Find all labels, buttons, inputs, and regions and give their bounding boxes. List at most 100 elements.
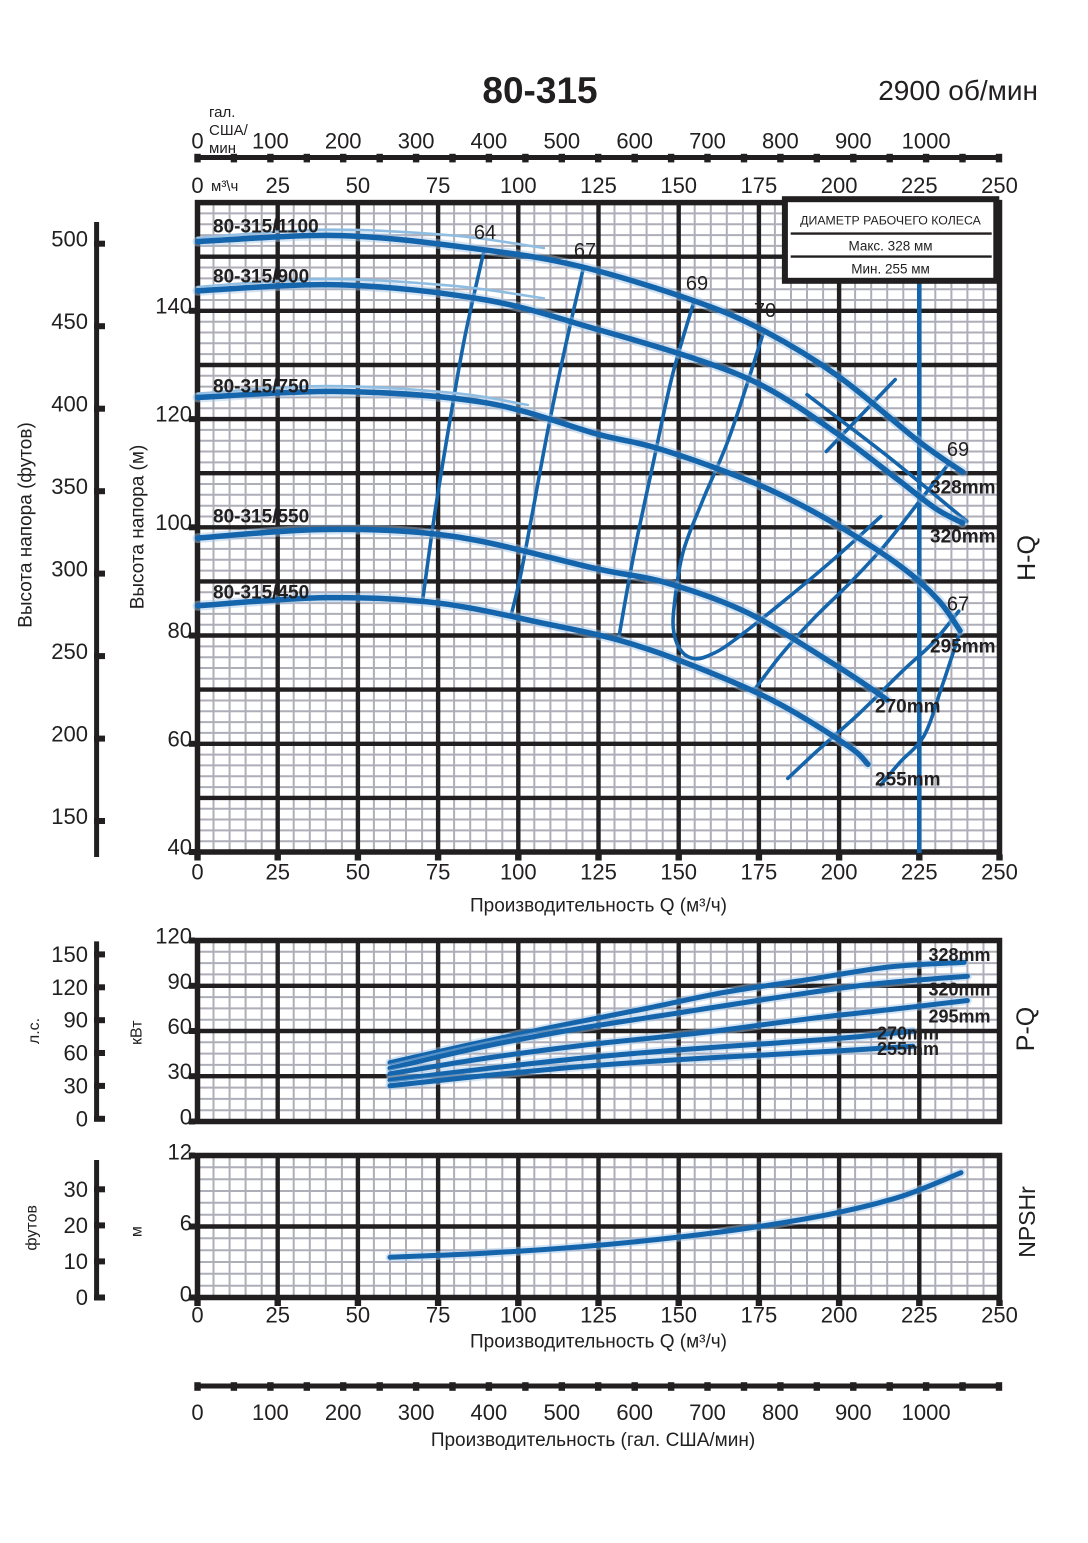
svg-text:1000: 1000	[902, 1400, 951, 1425]
svg-text:80-315/550: 80-315/550	[213, 507, 309, 528]
svg-text:500: 500	[51, 227, 88, 252]
svg-text:500: 500	[543, 1400, 580, 1425]
svg-text:Производительность Q (м³/ч): Производительность Q (м³/ч)	[470, 896, 727, 917]
svg-text:60: 60	[168, 1014, 192, 1039]
svg-text:800: 800	[762, 1400, 799, 1425]
svg-text:225: 225	[901, 1303, 938, 1328]
svg-text:600: 600	[616, 1400, 653, 1425]
svg-text:60: 60	[168, 726, 192, 751]
svg-text:80-315: 80-315	[482, 70, 597, 111]
svg-text:50: 50	[346, 1303, 370, 1328]
svg-text:Производительность (гал. США/м: Производительность (гал. США/мин)	[431, 1430, 755, 1451]
svg-text:0: 0	[191, 1400, 203, 1425]
svg-text:P-Q: P-Q	[1012, 1007, 1040, 1051]
svg-text:0: 0	[180, 1282, 192, 1307]
svg-text:255mm: 255mm	[877, 1039, 939, 1059]
svg-text:80-315/900: 80-315/900	[213, 267, 309, 288]
svg-text:175: 175	[741, 1303, 778, 1328]
svg-text:600: 600	[616, 129, 653, 154]
svg-text:12: 12	[168, 1140, 192, 1165]
svg-text:450: 450	[51, 309, 88, 334]
svg-text:120: 120	[155, 402, 192, 427]
svg-text:140: 140	[155, 293, 192, 318]
svg-text:200: 200	[325, 1400, 362, 1425]
svg-text:800: 800	[762, 129, 799, 154]
svg-text:Высота напора (м): Высота напора (м)	[127, 445, 148, 610]
svg-text:225: 225	[901, 173, 938, 198]
svg-text:400: 400	[471, 129, 508, 154]
svg-text:мин: мин	[209, 140, 236, 157]
svg-text:70: 70	[754, 300, 776, 322]
svg-text:кВт: кВт	[129, 1020, 146, 1045]
svg-text:250: 250	[981, 1303, 1018, 1328]
svg-text:328mm: 328mm	[929, 945, 991, 965]
svg-text:л.с.: л.с.	[26, 1018, 43, 1044]
svg-text:250: 250	[51, 639, 88, 664]
svg-text:125: 125	[580, 859, 617, 884]
svg-text:320mm: 320mm	[929, 980, 991, 1000]
svg-text:100: 100	[155, 510, 192, 535]
svg-text:Макс. 328 мм: Макс. 328 мм	[848, 238, 932, 253]
svg-text:6: 6	[180, 1211, 192, 1236]
svg-text:125: 125	[580, 173, 617, 198]
svg-text:125: 125	[580, 1303, 617, 1328]
svg-text:150: 150	[660, 859, 697, 884]
svg-text:м: м	[129, 1226, 146, 1237]
svg-text:250: 250	[981, 173, 1018, 198]
svg-text:200: 200	[325, 129, 362, 154]
svg-text:90: 90	[64, 1008, 88, 1033]
svg-text:295mm: 295mm	[929, 1007, 991, 1027]
svg-text:64: 64	[474, 222, 496, 244]
svg-text:ДИАМЕТР РАБОЧЕГО КОЛЕСА: ДИАМЕТР РАБОЧЕГО КОЛЕСА	[800, 213, 981, 227]
svg-text:50: 50	[346, 859, 370, 884]
svg-text:25: 25	[265, 173, 289, 198]
svg-text:Мин. 255 мм: Мин. 255 мм	[851, 261, 930, 276]
svg-text:NPSHr: NPSHr	[1014, 1186, 1040, 1258]
svg-text:2900 об/мин: 2900 об/мин	[878, 75, 1038, 106]
svg-text:328mm: 328mm	[930, 478, 996, 499]
svg-text:0: 0	[76, 1285, 88, 1310]
svg-text:60: 60	[64, 1041, 88, 1066]
svg-text:120: 120	[155, 924, 192, 949]
svg-text:футов: футов	[24, 1205, 41, 1251]
svg-text:150: 150	[660, 1303, 697, 1328]
svg-text:320mm: 320mm	[930, 527, 996, 548]
svg-text:150: 150	[51, 804, 88, 829]
svg-text:H-Q: H-Q	[1013, 535, 1041, 581]
svg-text:100: 100	[500, 859, 537, 884]
svg-text:гал.: гал.	[209, 104, 235, 121]
svg-text:80-315/450: 80-315/450	[213, 583, 309, 604]
svg-text:250: 250	[981, 859, 1018, 884]
svg-text:30: 30	[64, 1073, 88, 1098]
svg-text:80-315/1100: 80-315/1100	[213, 217, 319, 238]
svg-text:0: 0	[191, 1303, 203, 1328]
svg-text:700: 700	[689, 1400, 726, 1425]
svg-text:0: 0	[180, 1105, 192, 1130]
svg-text:900: 900	[835, 1400, 872, 1425]
svg-text:м³\ч: м³\ч	[211, 178, 238, 195]
svg-text:500: 500	[543, 129, 580, 154]
svg-text:69: 69	[686, 273, 708, 295]
svg-text:10: 10	[64, 1249, 88, 1274]
svg-text:25: 25	[265, 859, 289, 884]
svg-text:Производительность Q (м³/ч): Производительность Q (м³/ч)	[470, 1332, 727, 1353]
svg-text:400: 400	[471, 1400, 508, 1425]
svg-text:150: 150	[51, 942, 88, 967]
svg-text:900: 900	[835, 129, 872, 154]
svg-text:270mm: 270mm	[877, 1024, 939, 1044]
svg-text:300: 300	[51, 557, 88, 582]
svg-text:295mm: 295mm	[930, 637, 996, 658]
svg-text:225: 225	[901, 859, 938, 884]
svg-text:1000: 1000	[902, 129, 951, 154]
svg-text:30: 30	[168, 1059, 192, 1084]
svg-text:67: 67	[947, 594, 969, 616]
svg-text:80: 80	[168, 618, 192, 643]
svg-text:0: 0	[76, 1106, 88, 1131]
svg-text:0: 0	[191, 859, 203, 884]
svg-text:100: 100	[500, 1303, 537, 1328]
svg-text:0: 0	[191, 173, 203, 198]
svg-text:90: 90	[168, 969, 192, 994]
svg-text:150: 150	[660, 173, 697, 198]
svg-text:300: 300	[398, 1400, 435, 1425]
svg-text:300: 300	[398, 129, 435, 154]
